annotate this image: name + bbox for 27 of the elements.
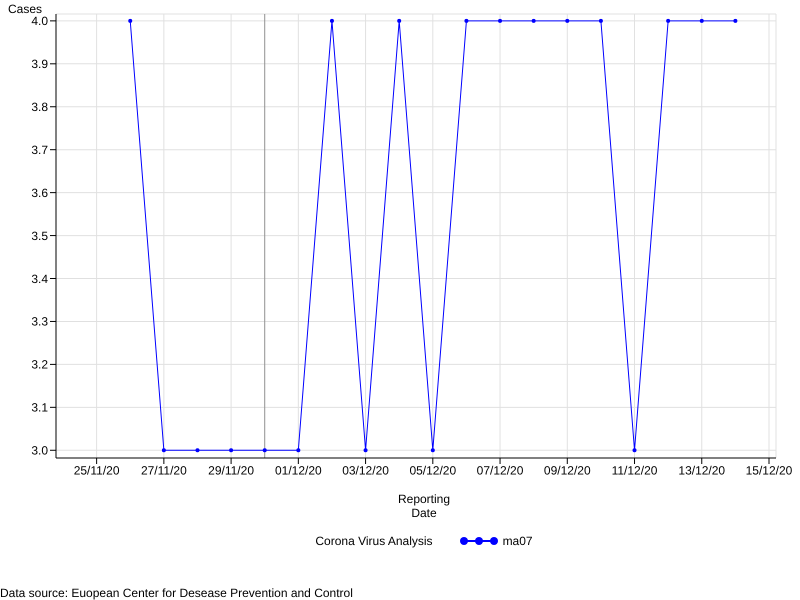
y-tick-label: 3.2	[31, 358, 48, 372]
legend-title: Corona Virus Analysis	[315, 534, 433, 548]
x-tick-label: 07/12/20	[476, 464, 524, 478]
x-axis-title: Reporting Date	[396, 492, 452, 520]
legend-label: ma07	[502, 534, 533, 548]
y-tick-label: 3.4	[31, 272, 48, 286]
x-tick-label: 03/12/20	[342, 464, 390, 478]
y-tick-label: 3.7	[31, 142, 48, 157]
y-tick-label: 3.8	[31, 100, 48, 114]
x-tick-label: 13/12/20	[678, 464, 726, 478]
x-tick-label: 15/12/20	[746, 464, 793, 478]
x-tick-label: 27/11/20	[140, 464, 188, 478]
y-axis-title: Cases	[8, 2, 42, 16]
y-tick-label: 3.3	[31, 314, 48, 329]
y-tick-label: 3.5	[31, 228, 48, 243]
x-tick-label: 29/11/20	[208, 464, 254, 478]
x-tick-label: 01/12/20	[274, 464, 322, 478]
x-tick-label: 25/11/20	[74, 464, 120, 478]
x-tick-label: 11/12/20	[612, 464, 658, 478]
y-tick-label: 3.6	[31, 186, 48, 200]
y-tick-label: 3.0	[31, 444, 48, 458]
y-tick-label: 3.1	[31, 400, 48, 415]
x-tick-label: 05/12/20	[409, 464, 456, 478]
y-tick-label: 4.0	[31, 14, 48, 28]
source-note: Data source: Euopean Center for Desease Prevention and Control	[0, 586, 353, 600]
x-tick-label: 09/12/20	[544, 464, 591, 478]
y-tick-label: 3.9	[31, 57, 48, 72]
